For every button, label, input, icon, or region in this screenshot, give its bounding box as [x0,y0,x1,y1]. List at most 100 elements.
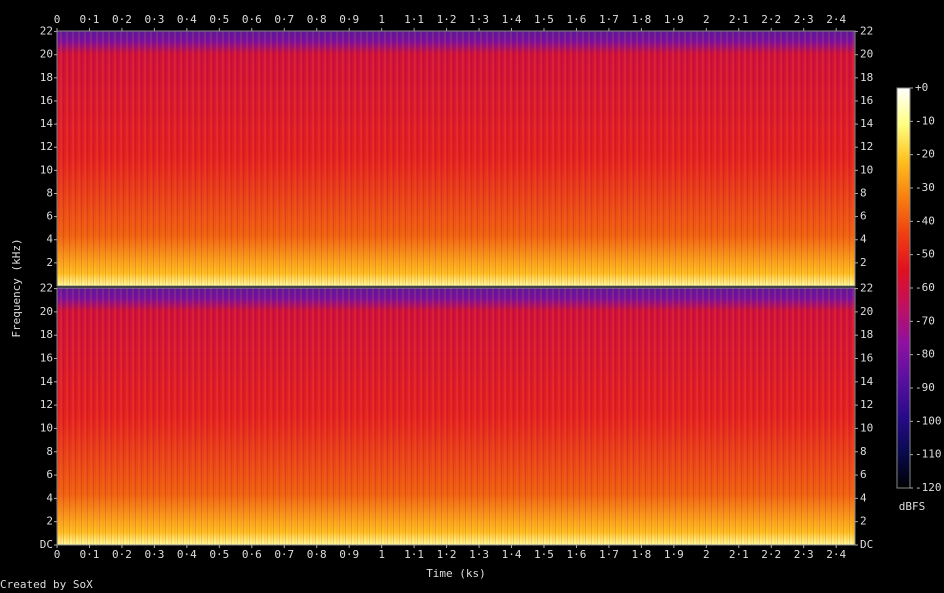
x-tick-label: 1·5 [534,13,554,26]
colorbar-tick-label: -20 [915,148,935,161]
colorbar [896,87,911,489]
x-tick-label: 0·6 [242,13,262,26]
colorbar-tick-label: -110 [915,448,942,461]
y-tick-label: 6 [46,468,53,481]
x-tick-label: 1·6 [567,548,587,561]
x-tick-label: 0·3 [144,548,164,561]
y-tick-label: 8 [46,445,53,458]
x-tick-label: 0·4 [177,548,197,561]
x-tick-label: 0·2 [112,13,132,26]
y-tick-label: 10 [860,163,873,176]
colorbar-tick-label: -80 [915,348,935,361]
y-tick-label: 22 [40,25,53,38]
x-tick-label: 0·6 [242,548,262,561]
y-tick-label: 2 [860,256,867,269]
colorbar-tick-label: +0 [915,81,928,94]
spectrogram-texture [57,31,855,286]
y-tick-label: 18 [40,71,53,84]
colorbar-tick-label: -50 [915,248,935,261]
y-tick-label: 20 [860,48,873,61]
colorbar-tick-label: -10 [915,114,935,127]
x-tick-label: 0·5 [209,13,229,26]
x-tick-label: 1·3 [469,548,489,561]
y-tick-label: 22 [40,282,53,295]
x-tick-label: 0 [54,13,61,26]
y-tick-label: 2 [46,256,53,269]
colorbar-tick-label: -100 [915,414,942,427]
y-tick-label: 18 [860,328,873,341]
y-axis-label: Frequency (kHz) [10,238,23,337]
y-tick-label: 18 [860,71,873,84]
y-tick-label: 20 [40,48,53,61]
y-tick-label: 4 [860,233,867,246]
colorbar-tick-label: -60 [915,281,935,294]
x-tick-label: 1·9 [664,548,684,561]
y-tick-label: 16 [40,94,53,107]
colorbar-tick-label: -120 [915,481,942,494]
y-tick-label: 14 [40,375,54,388]
x-tick-label: 1·8 [631,13,651,26]
x-tick-label: 2·4 [826,13,846,26]
x-tick-label: 2·3 [794,13,814,26]
x-tick-label: 1·5 [534,548,554,561]
colorbar-label: dBFS [899,500,926,513]
colorbar-tick-label: -40 [915,214,935,227]
x-tick-label: 0·2 [112,548,132,561]
x-tick-label: 0·9 [339,548,359,561]
x-tick-label: 0·4 [177,13,197,26]
y-tick-label: 8 [860,445,867,458]
y-tick-label: 12 [860,398,873,411]
x-tick-label: 2·2 [761,13,781,26]
y-tick-label: 18 [40,328,53,341]
x-tick-label: 0 [54,548,61,561]
y-tick-label: 22 [860,282,873,295]
x-tick-label: 1·9 [664,13,684,26]
x-tick-label: 2·2 [761,548,781,561]
y-tick-label: 2 [860,515,867,528]
y-tick-label: 22 [860,25,873,38]
x-tick-label: 0·1 [80,13,100,26]
y-tick-label: DC [860,538,873,551]
x-tick-label: 1·4 [502,13,522,26]
y-tick-label: 12 [40,140,53,153]
x-tick-label: 2·3 [794,548,814,561]
x-tick-label: 1·4 [502,548,522,561]
x-tick-label: 1·2 [437,548,457,561]
x-tick-label: 2·1 [729,548,749,561]
colorbar-tick-label: -70 [915,314,935,327]
y-tick-label: 6 [46,210,53,223]
y-tick-label: 6 [860,468,867,481]
x-tick-label: 0·7 [274,548,294,561]
y-tick-label: 10 [860,421,873,434]
y-tick-label: 14 [40,117,54,130]
y-tick-label: 12 [40,398,53,411]
y-tick-label: 10 [40,421,53,434]
x-tick-label: 2·1 [729,13,749,26]
y-tick-label: 4 [860,491,867,504]
y-tick-label: 16 [40,352,53,365]
y-tick-label: 10 [40,163,53,176]
y-tick-label: 4 [46,233,53,246]
y-tick-label: 8 [46,186,53,199]
x-tick-label: 0·3 [144,13,164,26]
x-tick-label: 0·5 [209,548,229,561]
colorbar-tick-label: -30 [915,181,935,194]
y-tick-label: 20 [40,305,53,318]
panel-frame [56,30,856,287]
x-tick-label: 0·9 [339,13,359,26]
x-axis-label: Time (ks) [426,567,486,580]
x-tick-label: 1·1 [404,13,424,26]
x-tick-label: 1·1 [404,548,424,561]
credit: Created by SoX [0,578,93,591]
y-tick-label: 4 [46,491,53,504]
x-tick-label: 1·2 [437,13,457,26]
y-tick-label: 8 [860,186,867,199]
x-tick-label: 1·8 [631,548,651,561]
y-tick-label: 16 [860,352,873,365]
y-tick-label: 2 [46,515,53,528]
x-tick-label: 1·7 [599,548,619,561]
x-tick-label: 0·1 [80,548,100,561]
x-tick-label: 1·3 [469,13,489,26]
x-tick-label: 1·6 [567,13,587,26]
